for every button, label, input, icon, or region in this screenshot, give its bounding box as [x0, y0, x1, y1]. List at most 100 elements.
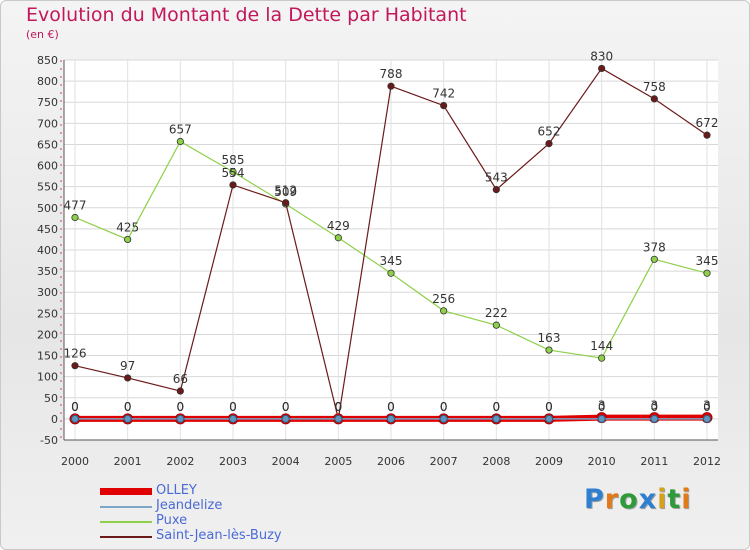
legend-label: Saint-Jean-lès-Buzy	[156, 528, 282, 543]
y-tick-label: 700	[37, 117, 58, 130]
y-tick-label: 150	[37, 350, 58, 363]
data-label: 758	[643, 80, 666, 94]
data-label: 3	[703, 399, 711, 413]
data-point	[597, 414, 606, 423]
legend-item: Jeandelize	[100, 498, 360, 514]
data-label: 0	[124, 400, 132, 414]
y-tick-label: 450	[37, 223, 58, 236]
x-tick-label: 2004	[272, 455, 300, 468]
data-point	[545, 346, 553, 354]
logo-letter: r	[604, 484, 620, 515]
logo-letter: x	[638, 484, 658, 515]
data-label: 0	[71, 400, 79, 414]
data-point	[71, 213, 79, 222]
x-tick-label: 2003	[219, 455, 247, 468]
data-label: 512	[274, 184, 297, 198]
x-tick-label: 2010	[588, 455, 616, 468]
data-point	[71, 414, 79, 423]
legend-label: Puxe	[156, 513, 188, 528]
data-label: 0	[703, 400, 711, 414]
data-point	[229, 181, 237, 189]
legend-swatch	[100, 521, 152, 523]
legend-label: OLLEY	[156, 483, 197, 498]
y-tick-label: 550	[37, 181, 58, 194]
data-point	[281, 414, 290, 423]
data-point	[229, 414, 237, 423]
data-point	[334, 414, 343, 423]
data-point	[545, 414, 553, 423]
data-label: 0	[335, 400, 343, 414]
x-tick-label: 2005	[324, 455, 352, 468]
data-label: 144	[590, 339, 613, 353]
y-tick-label: 600	[37, 160, 58, 173]
x-tick-label: 2002	[166, 455, 194, 468]
legend-swatch	[100, 506, 152, 508]
data-point	[492, 414, 501, 423]
data-point	[440, 102, 448, 110]
y-tick-label: 800	[37, 75, 58, 88]
data-label: 0	[282, 400, 290, 414]
logo-letter: o	[619, 484, 639, 515]
y-tick-label: 750	[37, 96, 58, 109]
data-label: 554	[222, 166, 245, 180]
data-label: 509	[274, 185, 297, 199]
data-labels: 477 425 657 585 509 429 345 256 222 163 144 378 345 1…	[64, 49, 719, 413]
data-label: 163	[538, 331, 561, 345]
data-label: 0	[493, 400, 501, 414]
x-tick-label: 2007	[430, 455, 458, 468]
x-tick-label: 2008	[482, 455, 510, 468]
legend-swatch	[100, 536, 152, 538]
data-point	[282, 199, 290, 207]
y-tick-label: 250	[37, 307, 58, 320]
data-point	[123, 414, 132, 423]
x-tick-label: 2000	[61, 455, 89, 468]
data-label: 0	[229, 400, 237, 414]
y-tick-label: 650	[37, 138, 58, 151]
logo-letter: i	[681, 484, 692, 515]
axes: -500501001502002503003504004505005506006…	[37, 54, 721, 468]
data-point	[650, 255, 658, 263]
data-label: 585	[222, 153, 245, 167]
data-label: 0	[545, 400, 553, 414]
data-label: 830	[590, 49, 613, 63]
data-label: 0	[493, 400, 501, 414]
data-point	[492, 321, 500, 329]
data-point	[176, 137, 184, 146]
data-label: 477	[64, 198, 87, 212]
grid-lines	[64, 59, 718, 441]
y-tick-label: 100	[37, 371, 58, 384]
series-lines	[69, 64, 713, 425]
x-tick-label: 2011	[640, 455, 668, 468]
data-label: 126	[64, 347, 87, 361]
data-point	[650, 95, 658, 103]
y-tick-label: 300	[37, 286, 58, 299]
data-point	[334, 234, 342, 242]
data-point	[492, 186, 500, 194]
data-point	[176, 387, 184, 395]
data-label: 657	[169, 122, 192, 136]
data-label: 0	[440, 400, 448, 414]
data-point	[545, 140, 553, 148]
data-point	[176, 414, 185, 423]
legend: OLLEY Jeandelize Puxe Saint-Jean-lès-Buzy	[100, 483, 360, 544]
data-label: 0	[282, 400, 290, 414]
data-label: 0	[71, 400, 79, 414]
data-point	[598, 354, 606, 362]
data-label: 222	[485, 306, 508, 320]
data-point	[387, 414, 395, 423]
data-label: 0	[545, 400, 553, 414]
legend-label: Jeandelize	[156, 498, 223, 513]
chart-title: Evolution du Montant de la Dette par Hab…	[26, 4, 467, 26]
data-label: 0	[387, 400, 395, 414]
data-label: 672	[696, 116, 719, 130]
x-tick-label: 2006	[377, 455, 405, 468]
data-label: 543	[485, 171, 508, 185]
data-label: 0	[177, 400, 185, 414]
data-label: 0	[387, 400, 395, 414]
y-tick-label: 0	[51, 413, 58, 426]
data-label: 742	[432, 87, 455, 101]
y-tick-label: 400	[37, 244, 58, 257]
data-label: 429	[327, 219, 350, 233]
data-label: 3	[651, 399, 659, 413]
data-point	[650, 414, 659, 423]
